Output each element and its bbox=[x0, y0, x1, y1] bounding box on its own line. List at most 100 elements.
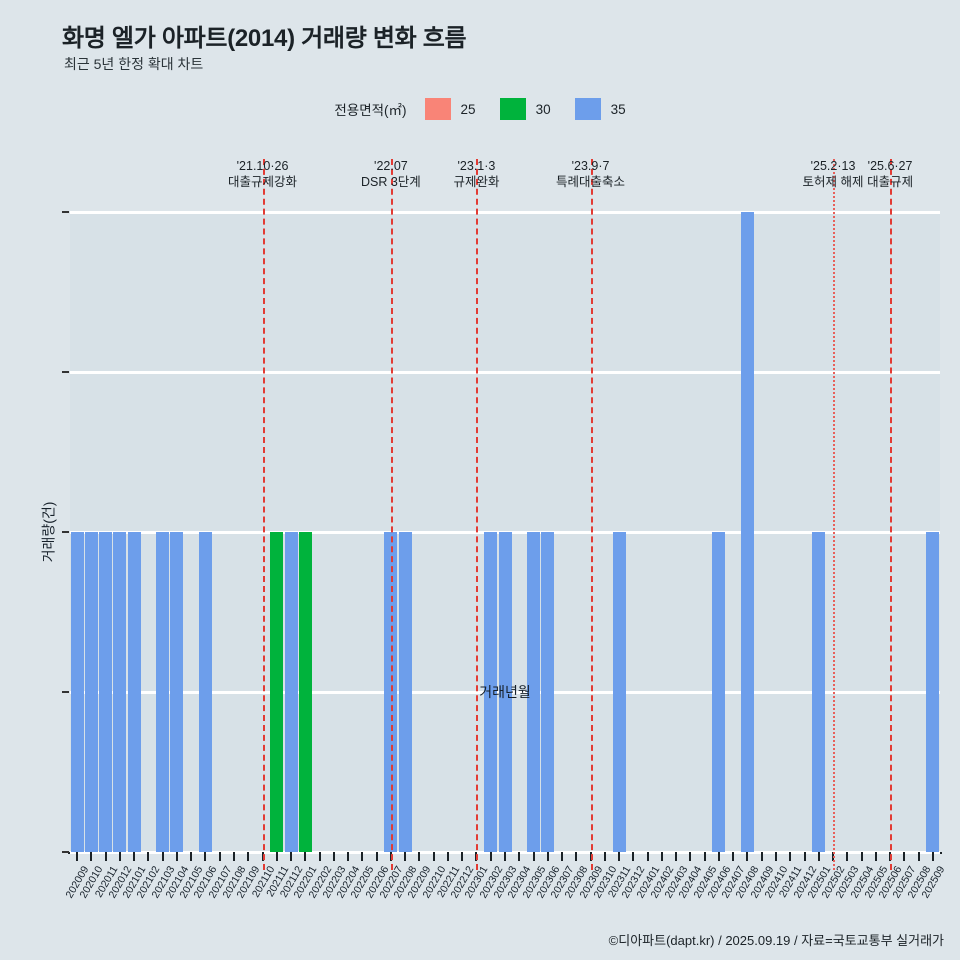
x-tick-mark bbox=[304, 852, 307, 861]
annotation-label-202506: '25.6·27 대출규제 bbox=[867, 158, 913, 191]
x-tick-mark bbox=[489, 852, 492, 861]
x-tick-mark bbox=[446, 852, 449, 861]
x-tick-mark bbox=[803, 852, 806, 861]
x-tick-mark bbox=[504, 852, 506, 861]
bar-202012-35[interactable] bbox=[113, 532, 127, 852]
footer-credit: ©디아파트(dapt.kr) / 2025.09.19 / 자료=국토교통부 실… bbox=[608, 933, 944, 948]
bar-202201-30[interactable] bbox=[298, 532, 312, 852]
y-tick-mark bbox=[62, 851, 69, 853]
legend-item-25[interactable]: 25 bbox=[424, 98, 500, 120]
annotation-line-202506 bbox=[890, 159, 893, 870]
x-tick-mark bbox=[561, 852, 564, 861]
x-tick-mark bbox=[817, 852, 820, 861]
x-tick-mark bbox=[917, 852, 920, 861]
x-tick-mark bbox=[774, 852, 777, 861]
annotation-line-202502 bbox=[833, 159, 836, 870]
annotation-label-202502: '25.2·13 토허제 해제 bbox=[803, 158, 864, 191]
x-tick-mark bbox=[461, 852, 464, 861]
x-tick-mark bbox=[147, 852, 150, 861]
x-tick-mark bbox=[789, 852, 792, 861]
x-tick-mark bbox=[532, 852, 535, 861]
annotation-text: 특례대출축소 bbox=[556, 175, 626, 189]
x-tick-mark bbox=[275, 852, 278, 861]
bar-202106-35[interactable] bbox=[198, 532, 212, 852]
x-tick-mark bbox=[675, 852, 678, 861]
x-tick-mark bbox=[190, 852, 193, 861]
x-tick-mark bbox=[903, 852, 906, 861]
x-tick-mark bbox=[404, 852, 407, 861]
annotation-label-202301: '23.1·3 규제완화 bbox=[453, 158, 499, 191]
legend-swatch-25 bbox=[424, 98, 451, 120]
y-tick-mark bbox=[62, 371, 69, 373]
x-tick-mark bbox=[632, 852, 635, 861]
bar-202103-35[interactable] bbox=[156, 532, 170, 852]
bar-202010-35[interactable] bbox=[84, 532, 98, 852]
x-tick-mark bbox=[518, 852, 521, 861]
chart-plot-area: 거래량(건) 0.00.51.01.52.0202009202010202011… bbox=[40, 159, 947, 900]
annotation-date: '25.6·27 bbox=[867, 159, 913, 173]
x-tick-mark bbox=[361, 852, 364, 861]
annotation-label-202207: '22.07 DSR 3단계 bbox=[361, 158, 421, 191]
bar-202111-30[interactable] bbox=[270, 532, 284, 852]
x-tick-mark bbox=[290, 852, 293, 861]
annotation-date: '21.10·26 bbox=[236, 159, 289, 173]
y-axis-label: 거래량(건) bbox=[40, 501, 57, 563]
legend-label-25: 25 bbox=[460, 101, 476, 117]
legend-title: 전용면적(㎡) bbox=[334, 103, 407, 118]
x-tick-mark bbox=[318, 852, 321, 861]
annotation-text: 규제완화 bbox=[453, 175, 500, 189]
page-title: 화명 엘가 아파트(2014) 거래량 변화 흐름 bbox=[62, 25, 467, 52]
bar-202303-35[interactable] bbox=[498, 532, 512, 852]
bar-202302-35[interactable] bbox=[484, 532, 498, 852]
x-tick-mark bbox=[218, 852, 221, 861]
annotation-date: '22.07 bbox=[374, 159, 408, 173]
x-tick-mark bbox=[546, 852, 549, 861]
bar-202501-35[interactable] bbox=[812, 532, 826, 852]
x-tick-mark bbox=[575, 852, 578, 861]
x-tick-mark bbox=[375, 852, 378, 861]
annotation-date: '23.1·3 bbox=[457, 159, 496, 173]
annotation-line-202301 bbox=[476, 159, 479, 870]
x-tick-mark bbox=[874, 852, 877, 861]
x-tick-mark bbox=[732, 852, 735, 861]
x-tick-mark bbox=[104, 852, 107, 861]
annotation-date: '23.9·7 bbox=[571, 159, 610, 173]
bar-202112-35[interactable] bbox=[284, 532, 298, 852]
x-tick-mark bbox=[689, 852, 692, 861]
bar-202104-35[interactable] bbox=[170, 532, 184, 852]
x-tick-mark bbox=[432, 852, 435, 861]
legend-swatch-35 bbox=[574, 98, 601, 120]
gridline-y-1.5 bbox=[70, 370, 940, 374]
x-tick-mark bbox=[746, 852, 749, 861]
y-tick-mark bbox=[62, 211, 69, 213]
page-subtitle: 최근 5년 한정 확대 차트 bbox=[64, 56, 204, 72]
bar-202305-35[interactable] bbox=[527, 532, 541, 852]
annotation-text: DSR 3단계 bbox=[360, 175, 421, 189]
x-tick-mark bbox=[90, 852, 93, 861]
x-tick-mark bbox=[717, 852, 720, 861]
annotation-label-202110: '21.10·26 대출규제강화 bbox=[228, 158, 297, 191]
x-tick-mark bbox=[161, 852, 164, 861]
bar-202011-35[interactable] bbox=[99, 532, 113, 852]
bar-202509-35[interactable] bbox=[926, 532, 940, 852]
legend-item-30[interactable]: 30 bbox=[499, 98, 575, 120]
x-tick-mark bbox=[133, 852, 136, 861]
x-tick-mark bbox=[703, 852, 706, 861]
x-tick-mark bbox=[332, 852, 335, 861]
y-tick-mark bbox=[62, 691, 69, 693]
bar-202009-35[interactable] bbox=[70, 532, 84, 852]
annotation-text: 대출규제 bbox=[867, 175, 914, 189]
annotation-text: 토허제 해제 bbox=[802, 175, 864, 189]
bar-202101-35[interactable] bbox=[127, 532, 141, 852]
x-tick-mark bbox=[760, 852, 763, 861]
x-tick-mark bbox=[233, 852, 236, 861]
bar-202311-35[interactable] bbox=[612, 532, 626, 852]
bar-202306-35[interactable] bbox=[541, 532, 555, 852]
bar-202208-35[interactable] bbox=[398, 532, 412, 852]
bar-202408-35[interactable] bbox=[740, 212, 754, 852]
annotation-line-202207 bbox=[390, 159, 393, 870]
bar-202406-35[interactable] bbox=[712, 532, 726, 852]
legend-label-30: 30 bbox=[535, 101, 551, 117]
legend-item-35[interactable]: 35 bbox=[574, 98, 626, 120]
x-axis-label: 거래년월 bbox=[479, 684, 531, 700]
